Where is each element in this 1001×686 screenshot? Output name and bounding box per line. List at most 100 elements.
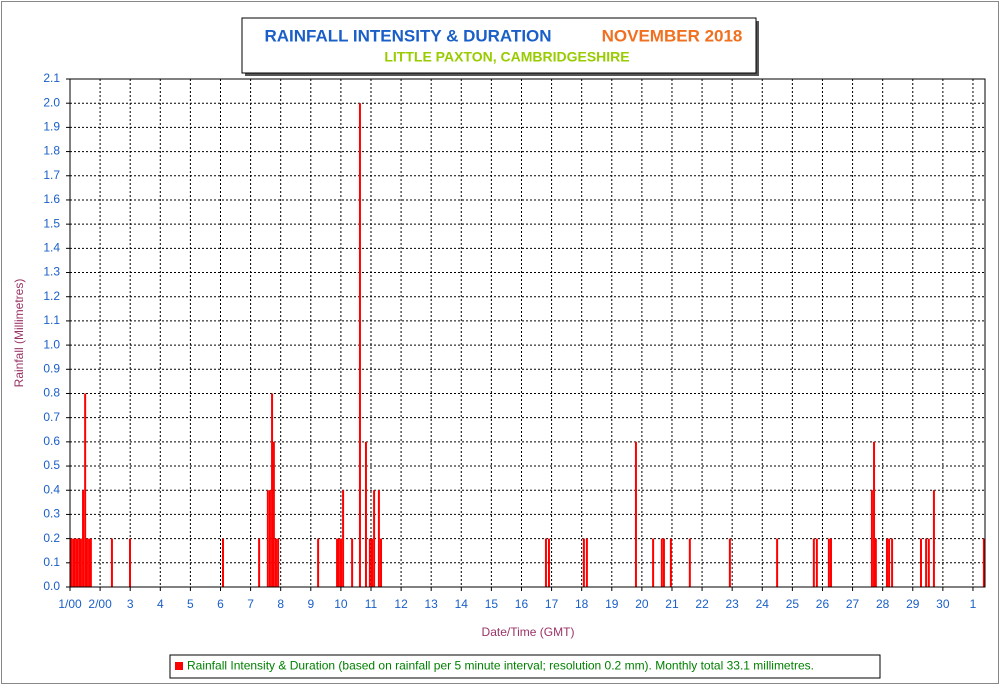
bar [380,538,383,587]
x-tick-label: 30 [936,597,950,611]
bar [277,538,280,587]
bar [274,538,277,587]
legend-label: Rainfall Intensity & Duration (based on … [187,659,814,673]
bar [932,490,935,587]
x-tick-label: 3 [127,597,134,611]
bar [660,538,663,587]
x-tick-label: 4 [157,597,164,611]
bar [336,538,339,587]
bar [364,441,367,587]
bar [79,538,82,587]
bar [258,538,261,587]
y-tick-label: 1.0 [43,337,60,351]
y-tick-label: 1.1 [43,313,60,327]
x-tick-label: 19 [605,597,619,611]
y-tick-label: 1.5 [43,216,60,230]
bar [544,538,547,587]
y-tick-label: 1.8 [43,144,60,158]
chart-subtitle: LITTLE PAXTON, CAMBRIDGESHIRE [384,49,629,65]
bar [272,441,275,587]
y-tick-label: 0.0 [43,579,60,593]
y-tick-label: 1.3 [43,265,60,279]
bar [271,393,274,587]
bar [342,490,345,587]
bar [662,538,665,587]
x-tick-label: 11 [365,597,378,611]
bar [652,538,655,587]
chart-title: RAINFALL INTENSITY & DURATION [264,26,551,45]
y-tick-label: 1.6 [43,192,60,206]
x-tick-label: 12 [394,597,408,611]
bar [919,538,922,587]
y-tick-label: 2.0 [43,95,60,109]
bar [351,538,354,587]
bar [634,441,637,587]
x-tick-label: 27 [846,597,860,611]
legend-box [169,654,881,679]
x-tick-label: 10 [334,597,348,611]
x-tick-label: 9 [307,597,314,611]
bar [221,538,224,587]
x-tick-label: 15 [485,597,499,611]
y-tick-label: 0.9 [43,361,60,375]
bar [72,538,75,587]
bar [547,538,550,587]
y-tick-label: 1.4 [43,241,60,255]
bar [669,538,672,587]
y-tick-label: 1.2 [43,289,60,303]
bar [317,538,320,587]
bar [85,538,88,587]
x-tick-label: 1/00 [58,597,82,611]
bar [82,490,85,587]
bar [815,538,818,587]
bar [873,441,876,587]
bar [128,538,131,587]
x-tick-label: 2/00 [88,597,112,611]
x-tick-label: 25 [786,597,800,611]
bar [370,538,373,587]
bar [377,490,380,587]
x-tick-label: 8 [277,597,284,611]
bar [88,538,91,587]
bar [76,538,79,587]
bar [874,538,877,587]
y-tick-label: 0.3 [43,507,60,521]
y-tick-label: 1.7 [43,168,60,182]
y-axis-title: Rainfall (Millimetres) [12,279,26,388]
plot-frame [69,78,986,588]
legend-swatch [175,662,183,670]
bar [70,538,72,587]
bar [812,538,815,587]
bar [870,490,873,587]
y-tick-label: 0.4 [43,482,60,496]
bar [78,538,81,587]
y-tick-label: 2.1 [43,71,60,85]
bar [268,490,271,587]
plot-area [70,79,985,587]
x-tick-label: 23 [725,597,739,611]
x-tick-label: 14 [455,597,469,611]
bar [927,538,930,587]
x-tick-label: 13 [425,597,439,611]
x-tick-label: 28 [876,597,890,611]
x-tick-label: 20 [635,597,649,611]
bar [688,538,691,587]
y-tick-label: 0.6 [43,434,60,448]
bar [827,538,830,587]
y-tick-label: 0.2 [43,531,60,545]
x-axis-title: Date/Time (GMT) [482,625,575,639]
y-tick-label: 0.5 [43,458,60,472]
x-tick-label: 29 [906,597,920,611]
bar [925,538,928,587]
x-tick-label: 18 [575,597,589,611]
bar [728,538,731,587]
x-tick-label: 16 [515,597,529,611]
bar [888,538,891,587]
bar [84,393,87,587]
x-tick-label: 6 [217,597,224,611]
bar [358,103,361,587]
bar [339,538,342,587]
bar [373,490,376,587]
title-box [241,17,757,74]
x-tick-label: 1 [970,597,977,611]
